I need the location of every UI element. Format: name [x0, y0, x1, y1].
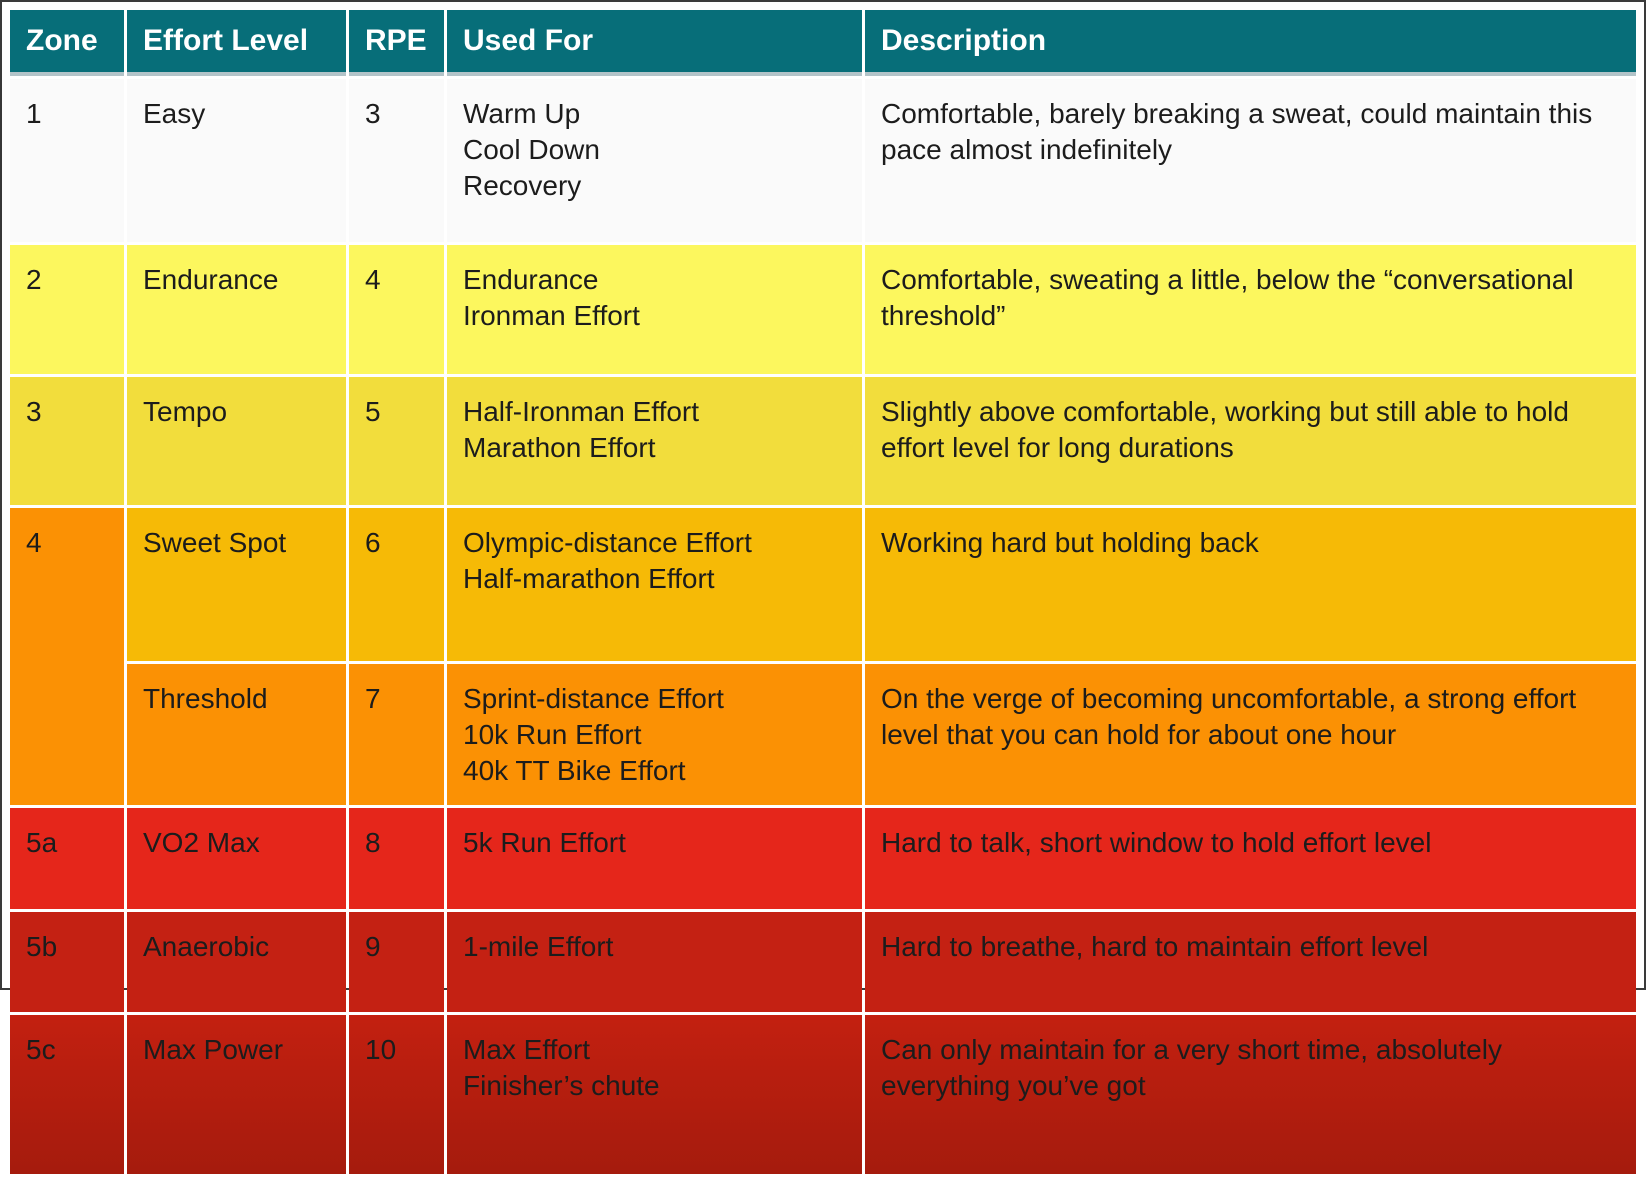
rpe-cell: 5: [349, 377, 444, 505]
zone-cell: 3: [10, 377, 124, 505]
zone-cell: 5c: [10, 1015, 124, 1174]
description-cell: Hard to talk, short window to hold effor…: [865, 808, 1636, 909]
description-cell: Working hard but holding back: [865, 508, 1636, 661]
rpe-cell: 7: [349, 664, 444, 805]
col-header-description: Description: [865, 10, 1636, 76]
header-row: Zone Effort Level RPE Used For Descripti…: [10, 10, 1636, 76]
used-for-cell: Max Effort Finisher’s chute: [447, 1015, 862, 1174]
description-cell: Can only maintain for a very short time,…: [865, 1015, 1636, 1174]
rpe-cell: 3: [349, 79, 444, 242]
effort-level-cell: VO2 Max: [127, 808, 346, 909]
rpe-cell: 10: [349, 1015, 444, 1174]
table-row-zone-1: 1 Easy 3 Warm Up Cool Down Recovery Comf…: [10, 79, 1636, 242]
table-row-zone-5c: 5c Max Power 10 Max Effort Finisher’s ch…: [10, 1015, 1636, 1174]
zone-cell: 5b: [10, 912, 124, 1012]
used-for-cell: Olympic-distance Effort Half-marathon Ef…: [447, 508, 862, 661]
col-header-used-for: Used For: [447, 10, 862, 76]
effort-level-cell: Sweet Spot: [127, 508, 346, 661]
effort-level-cell: Tempo: [127, 377, 346, 505]
training-zones-table: Zone Effort Level RPE Used For Descripti…: [7, 7, 1639, 1177]
used-for-cell: Half-Ironman Effort Marathon Effort: [447, 377, 862, 505]
col-header-zone: Zone: [10, 10, 124, 76]
table-row-zone-4-sweet-spot: 4 Sweet Spot 6 Olympic-distance Effort H…: [10, 508, 1636, 805]
rpe-cell: 9: [349, 912, 444, 1012]
zone-cell: 1: [10, 79, 124, 242]
used-for-cell: Sprint-distance Effort 10k Run Effort 40…: [447, 664, 862, 805]
rpe-cell: 8: [349, 808, 444, 909]
col-header-rpe: RPE: [349, 10, 444, 76]
table-row-zone-3: 3 Tempo 5 Half-Ironman Effort Marathon E…: [10, 377, 1636, 505]
table-row-zone-4-threshold: Threshold 7 Sprint-distance Effort 10k R…: [10, 664, 1636, 805]
description-cell: Slightly above comfortable, working but …: [865, 377, 1636, 505]
zone-cell: 5a: [10, 808, 124, 909]
description-cell: On the verge of becoming uncomfortable, …: [865, 664, 1636, 805]
effort-level-cell: Anaerobic: [127, 912, 346, 1012]
zone-cell: 2: [10, 245, 124, 374]
rpe-cell: 6: [349, 508, 444, 661]
table-row-zone-5b: 5b Anaerobic 9 1-mile Effort Hard to bre…: [10, 912, 1636, 1012]
used-for-cell: Endurance Ironman Effort: [447, 245, 862, 374]
used-for-cell: 5k Run Effort: [447, 808, 862, 909]
used-for-cell: Warm Up Cool Down Recovery: [447, 79, 862, 242]
col-header-effort-level: Effort Level: [127, 10, 346, 76]
used-for-cell: 1-mile Effort: [447, 912, 862, 1012]
effort-level-cell: Easy: [127, 79, 346, 242]
table-row-zone-5a: 5a VO2 Max 8 5k Run Effort Hard to talk,…: [10, 808, 1636, 909]
effort-level-cell: Max Power: [127, 1015, 346, 1174]
description-cell: Comfortable, barely breaking a sweat, co…: [865, 79, 1636, 242]
effort-level-cell: Threshold: [127, 664, 346, 805]
zone-cell-zone-4: 4: [10, 508, 124, 805]
description-cell: Hard to breathe, hard to maintain effort…: [865, 912, 1636, 1012]
effort-level-cell: Endurance: [127, 245, 346, 374]
rpe-cell: 4: [349, 245, 444, 374]
table-row-zone-2: 2 Endurance 4 Endurance Ironman Effort C…: [10, 245, 1636, 374]
description-cell: Comfortable, sweating a little, below th…: [865, 245, 1636, 374]
